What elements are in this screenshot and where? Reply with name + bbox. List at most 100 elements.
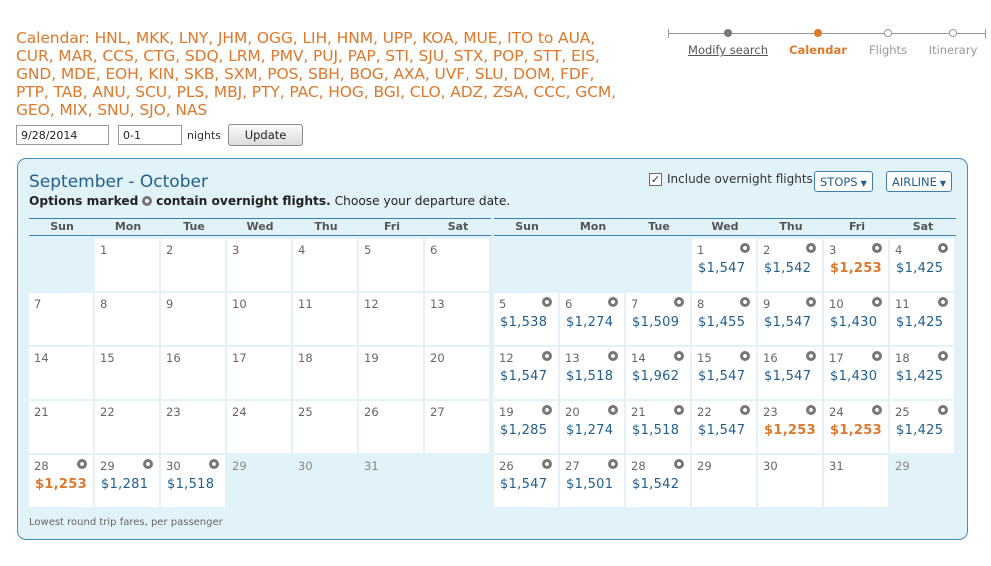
fare-price[interactable]: $1,518 — [566, 369, 614, 384]
day-cell[interactable]: 30 $1,518 — [161, 455, 225, 507]
fare-price[interactable]: $1,547 — [764, 315, 812, 330]
fare-price[interactable]: $1,455 — [698, 315, 746, 330]
overnight-icon — [938, 243, 948, 253]
day-cell[interactable]: 29 $1,281 — [95, 455, 159, 507]
progress-line-end — [985, 29, 986, 38]
fare-price[interactable]: $1,547 — [698, 261, 746, 276]
day-number: 11 — [298, 297, 313, 311]
fare-price[interactable]: $1,547 — [764, 369, 812, 384]
overnight-toggle[interactable]: ✓ Include overnight flights — [649, 172, 813, 186]
day-number: 14 — [34, 351, 49, 365]
day-cell[interactable]: 11 $1,425 — [890, 293, 954, 345]
fare-price[interactable]: $1,542 — [632, 477, 680, 492]
fare-price[interactable]: $1,253 — [830, 261, 882, 276]
nights-input[interactable] — [118, 125, 182, 145]
overnight-icon — [872, 405, 882, 415]
day-cell[interactable]: 23 $1,253 — [758, 401, 822, 453]
day-cell: 11 — [293, 293, 357, 345]
day-cell[interactable]: 22 $1,547 — [692, 401, 756, 453]
step-dot — [724, 29, 732, 37]
day-cell[interactable]: 13 $1,518 — [560, 347, 624, 399]
fare-price[interactable]: $1,274 — [566, 315, 614, 330]
fare-price[interactable]: $1,430 — [830, 369, 878, 384]
day-cell: 2 — [161, 239, 225, 291]
overnight-icon — [608, 405, 618, 415]
day-cell[interactable]: 16 $1,547 — [758, 347, 822, 399]
day-number: 27 — [430, 405, 445, 419]
day-cell[interactable]: 27 $1,501 — [560, 455, 624, 507]
panel-subtitle: Options marked contain overnight flights… — [29, 194, 510, 208]
fare-price[interactable]: $1,538 — [500, 315, 548, 330]
departure-date-input[interactable] — [16, 125, 109, 145]
day-number: 24 — [232, 405, 247, 419]
day-number: 12 — [499, 351, 514, 365]
overnight-icon — [740, 243, 750, 253]
day-cell[interactable]: 1 $1,547 — [692, 239, 756, 291]
fare-price[interactable]: $1,518 — [632, 423, 680, 438]
fare-price[interactable]: $1,281 — [101, 477, 149, 492]
day-cell[interactable]: 15 $1,547 — [692, 347, 756, 399]
day-cell[interactable]: 5 $1,538 — [494, 293, 558, 345]
fare-price[interactable]: $1,962 — [632, 369, 680, 384]
fare-price[interactable]: $1,542 — [764, 261, 812, 276]
day-cell[interactable]: 19 $1,285 — [494, 401, 558, 453]
day-number: 29 — [232, 459, 247, 473]
day-cell[interactable]: 4 $1,425 — [890, 239, 954, 291]
day-cell[interactable]: 28 $1,542 — [626, 455, 690, 507]
fare-price[interactable]: $1,547 — [500, 369, 548, 384]
day-cell[interactable]: 6 $1,274 — [560, 293, 624, 345]
stops-dropdown[interactable]: STOPS ▼ — [814, 171, 873, 192]
fare-price[interactable]: $1,253 — [35, 477, 87, 492]
day-number: 24 — [829, 405, 844, 419]
day-cell[interactable]: 17 $1,430 — [824, 347, 888, 399]
fare-price[interactable]: $1,425 — [896, 261, 944, 276]
day-cell[interactable]: 18 $1,425 — [890, 347, 954, 399]
step-label[interactable]: Modify search — [688, 43, 768, 57]
fare-price[interactable]: $1,425 — [896, 423, 944, 438]
day-cell[interactable]: 28 $1,253 — [29, 455, 93, 507]
fare-price[interactable]: $1,547 — [698, 423, 746, 438]
weekday-label: Wed — [246, 220, 274, 233]
day-number: 15 — [100, 351, 115, 365]
fare-price[interactable]: $1,425 — [896, 315, 944, 330]
day-cell[interactable]: 10 $1,430 — [824, 293, 888, 345]
step-label: Calendar — [789, 43, 847, 57]
day-cell[interactable]: 3 $1,253 — [824, 239, 888, 291]
day-cell[interactable]: 8 $1,455 — [692, 293, 756, 345]
day-cell[interactable]: 24 $1,253 — [824, 401, 888, 453]
day-cell[interactable]: 12 $1,547 — [494, 347, 558, 399]
airline-label: AIRLINE — [892, 175, 937, 189]
fare-price[interactable]: $1,253 — [830, 423, 882, 438]
fare-price[interactable]: $1,430 — [830, 315, 878, 330]
day-cell: 10 — [227, 293, 291, 345]
step-modify-search[interactable]: Modify search — [683, 26, 773, 57]
airline-dropdown[interactable]: AIRLINE ▼ — [886, 171, 953, 192]
day-number: 20 — [430, 351, 445, 365]
day-cell[interactable]: 21 $1,518 — [626, 401, 690, 453]
fare-price[interactable]: $1,501 — [566, 477, 614, 492]
day-cell[interactable]: 2 $1,542 — [758, 239, 822, 291]
progress-line-start — [668, 29, 669, 38]
fare-price[interactable]: $1,547 — [698, 369, 746, 384]
day-cell[interactable]: 9 $1,547 — [758, 293, 822, 345]
fare-price[interactable]: $1,253 — [764, 423, 816, 438]
fare-price[interactable]: $1,274 — [566, 423, 614, 438]
day-cell[interactable]: 25 $1,425 — [890, 401, 954, 453]
update-button[interactable]: Update — [228, 124, 304, 146]
day-cell[interactable]: 26 $1,547 — [494, 455, 558, 507]
step-dot — [949, 29, 957, 37]
fare-price[interactable]: $1,547 — [500, 477, 548, 492]
overnight-note-rest: Choose your departure date. — [334, 194, 511, 208]
fare-price[interactable]: $1,509 — [632, 315, 680, 330]
overnight-checkbox[interactable]: ✓ — [649, 172, 662, 186]
fare-price[interactable]: $1,425 — [896, 369, 944, 384]
fare-price[interactable]: $1,285 — [500, 423, 548, 438]
day-cell[interactable]: 14 $1,962 — [626, 347, 690, 399]
day-cell — [29, 239, 93, 291]
fare-price[interactable]: $1,518 — [167, 477, 215, 492]
day-cell[interactable]: 7 $1,509 — [626, 293, 690, 345]
overnight-icon — [209, 459, 219, 469]
day-number: 31 — [829, 459, 844, 473]
day-cell[interactable]: 20 $1,274 — [560, 401, 624, 453]
day-number: 10 — [829, 297, 844, 311]
